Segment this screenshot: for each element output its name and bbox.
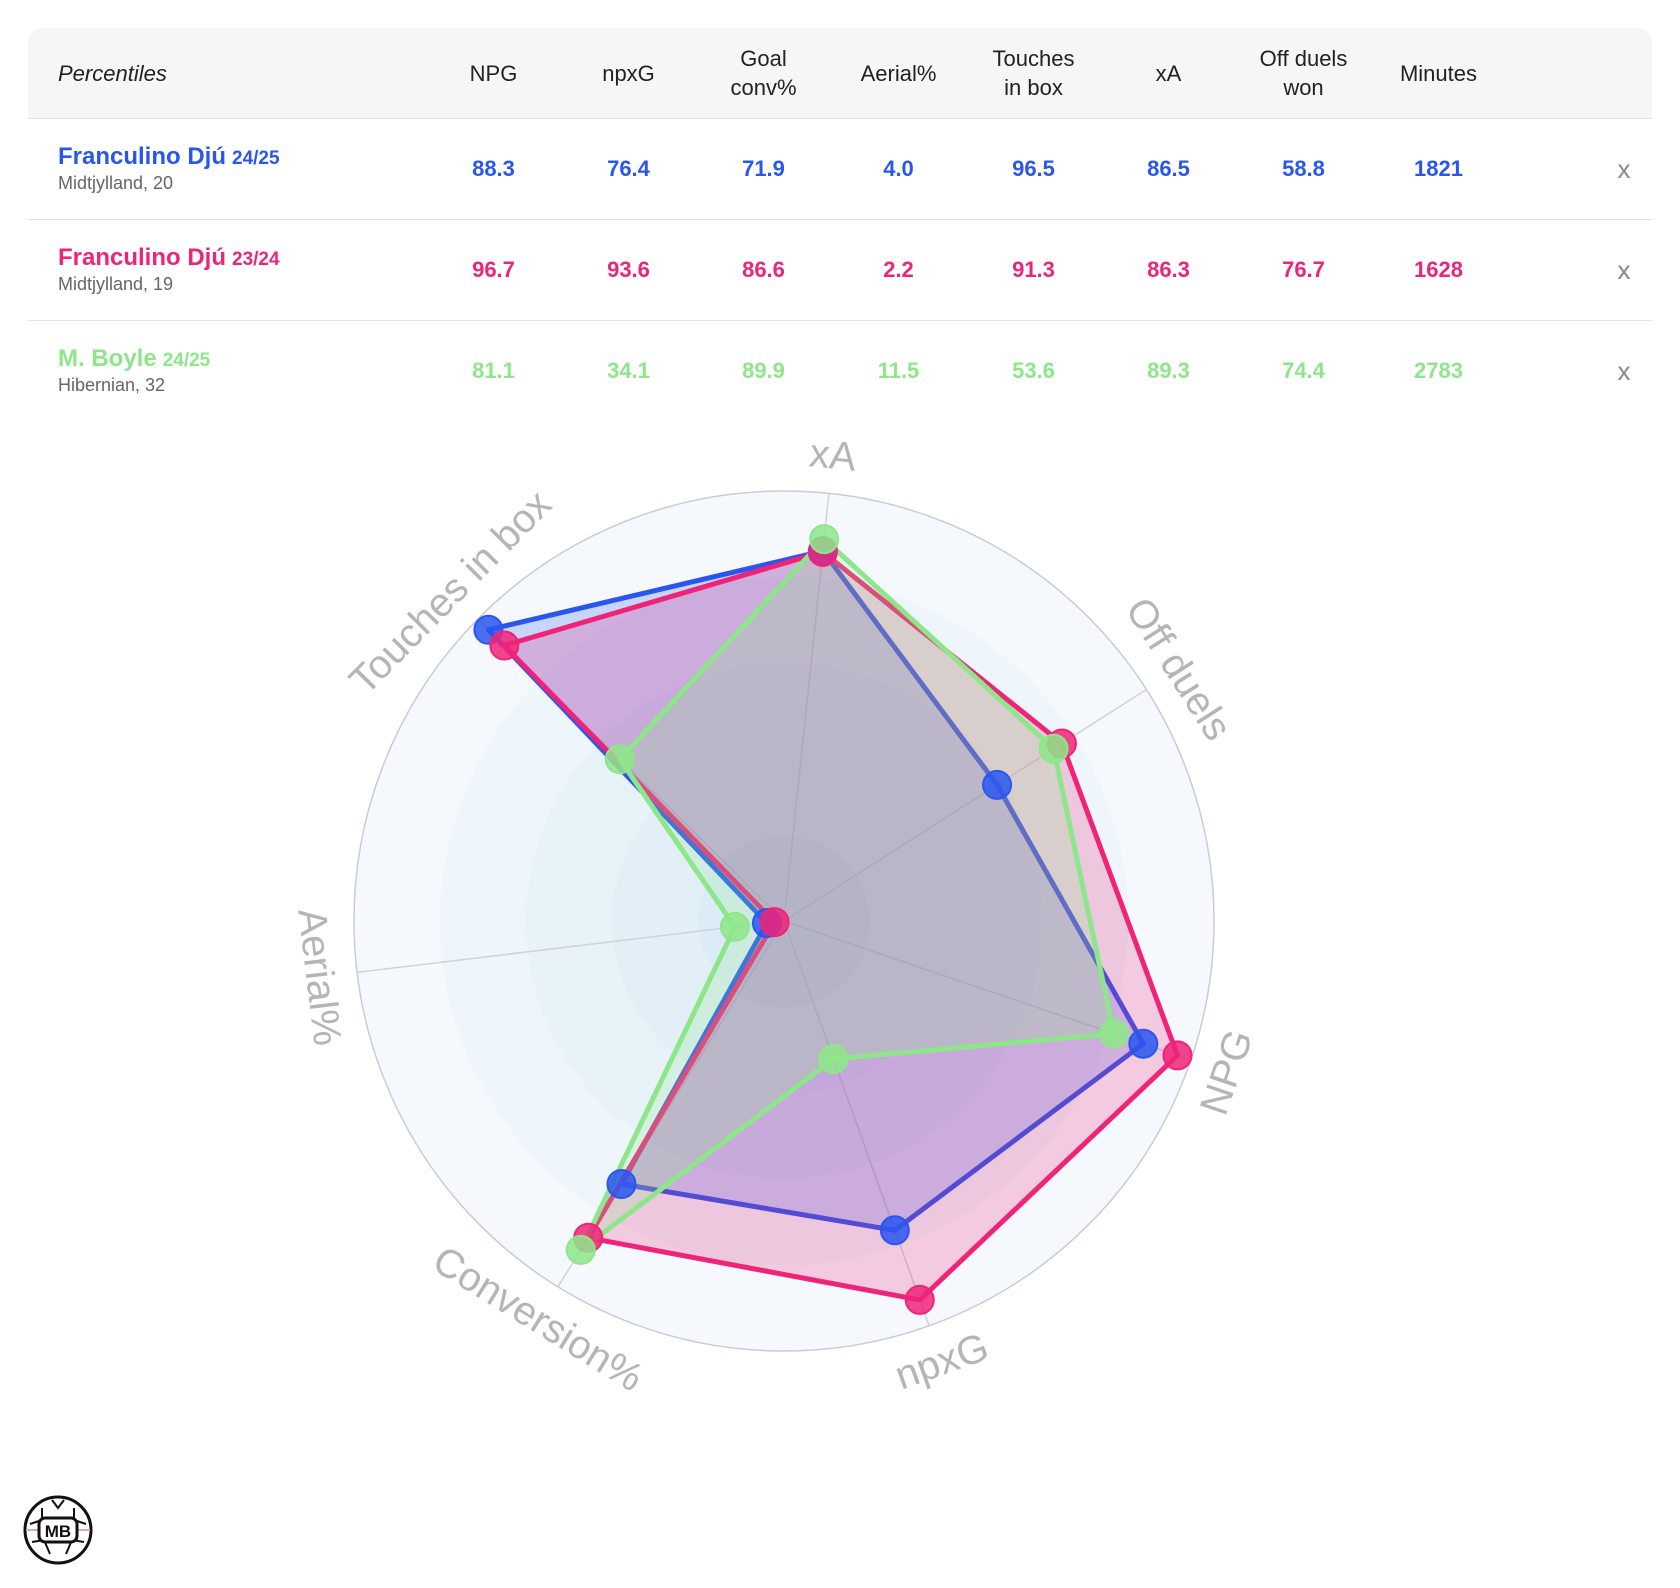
table-row: Franculino Djú 24/25 Midtjylland, 20 88.3… [28, 119, 1652, 220]
col-npxg[interactable]: npxG [602, 60, 655, 86]
series-area-1 [501, 549, 1180, 1303]
data-point [759, 907, 790, 938]
data-point [904, 1284, 935, 1315]
player-season: 23/24 [232, 249, 280, 270]
col-off-duels-won[interactable]: Off duels won [1259, 46, 1348, 100]
player-team: Midtjylland, 19 [58, 274, 174, 294]
data-point [1162, 1040, 1193, 1071]
col-touches-in-box[interactable]: Touches in box [992, 46, 1075, 100]
cell-npg: 81.1 [472, 358, 515, 383]
data-point [489, 630, 520, 661]
col-goal-conv[interactable]: Goal conv% [730, 46, 797, 100]
table-row: Franculino Djú 23/24 Midtjylland, 19 96.7… [28, 220, 1652, 321]
comparison-table: Percentiles NPG npxG Goal conv% Aerial% … [28, 28, 1652, 412]
data-point [565, 1234, 596, 1265]
col-npg[interactable]: NPG [469, 60, 518, 86]
cell-xa: 86.5 [1147, 156, 1190, 181]
remove-player-button[interactable]: x [1617, 355, 1631, 386]
cell-touches-in-box: 96.5 [1012, 156, 1055, 181]
col-minutes[interactable]: Minutes [1399, 60, 1478, 86]
player-team: Hibernian, 32 [58, 375, 166, 395]
cell-xa: 86.3 [1147, 257, 1190, 282]
cell-minutes: 1821 [1414, 156, 1463, 181]
col-aerial[interactable]: Aerial% [860, 60, 937, 86]
cell-npg: 88.3 [472, 156, 515, 181]
remove-player-button[interactable]: x [1617, 153, 1631, 184]
cell-goal-conv: 89.9 [742, 358, 785, 383]
axis-spoke [783, 920, 930, 1327]
data-point [809, 524, 840, 555]
data-point [1038, 733, 1069, 764]
data-point [1128, 1028, 1159, 1059]
player-name[interactable]: Franculino Djú 24/25 [58, 143, 280, 170]
cell-off-duels-won: 58.8 [1282, 156, 1325, 181]
series-area-2 [578, 536, 1117, 1253]
cell-aerial: 2.2 [883, 257, 914, 282]
player-name[interactable]: M. Boyle 24/25 [58, 345, 211, 372]
cell-goal-conv: 86.6 [742, 257, 785, 282]
player-season: 24/25 [162, 350, 211, 371]
percentiles-header: Percentiles [58, 60, 167, 86]
cell-off-duels-won: 76.7 [1282, 257, 1325, 282]
player-team: Midtjylland, 20 [58, 173, 174, 193]
cell-npg: 96.7 [472, 257, 515, 282]
cell-minutes: 2783 [1414, 358, 1463, 383]
data-point [719, 911, 750, 942]
table-header: Percentiles NPG npxG Goal conv% Aerial% … [28, 28, 1652, 119]
player-name[interactable]: Franculino Djú 23/24 [58, 244, 280, 271]
axis-label: xA [807, 431, 858, 480]
data-point [1099, 1018, 1130, 1049]
cell-touches-in-box: 91.3 [1012, 257, 1055, 282]
player-season: 24/25 [232, 148, 280, 169]
axis-spoke [783, 688, 1147, 922]
cell-npxg: 93.6 [607, 257, 650, 282]
axis-label: NPG [1192, 1024, 1262, 1120]
axis-label: Aerial% [289, 906, 349, 1048]
data-point [818, 1044, 849, 1075]
cell-aerial: 11.5 [877, 358, 920, 383]
data-point [879, 1215, 910, 1246]
cell-npxg: 76.4 [607, 156, 650, 181]
logo-text: MB [45, 1522, 71, 1541]
axis-label: npxG [889, 1325, 994, 1399]
cell-goal-conv: 71.9 [742, 156, 785, 181]
cell-minutes: 1628 [1414, 257, 1463, 282]
cell-off-duels-won: 74.4 [1282, 358, 1325, 383]
axis-spoke [356, 920, 785, 974]
col-xa[interactable]: xA [1155, 60, 1182, 86]
cell-touches-in-box: 53.6 [1012, 358, 1055, 383]
mb-logo: MB [23, 1495, 93, 1565]
data-point [982, 769, 1013, 800]
cell-aerial: 4.0 [883, 156, 914, 181]
data-point [604, 744, 635, 775]
data-point [606, 1169, 637, 1200]
table-row: M. Boyle 24/25 Hibernian, 32 81.1 34.1 89… [28, 321, 1652, 412]
remove-player-button[interactable]: x [1617, 254, 1631, 285]
cell-xa: 89.3 [1147, 358, 1190, 383]
cell-npxg: 34.1 [607, 358, 650, 383]
